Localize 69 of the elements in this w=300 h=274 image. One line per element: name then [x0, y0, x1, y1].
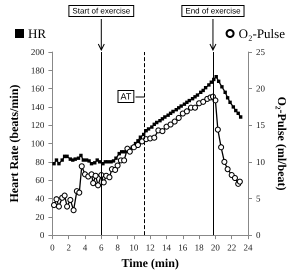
- point: [92, 172, 99, 179]
- y2-tick-label: 0: [256, 230, 261, 240]
- ref-line-label: Start of exercise: [72, 6, 131, 16]
- x-tick-label: 18: [194, 242, 204, 253]
- point: [221, 158, 228, 165]
- y2-axis-title: O₂-Pulse (ml/beat): [274, 96, 289, 191]
- point: [176, 114, 182, 121]
- x-tick-label: 2: [66, 242, 71, 253]
- x-tick-label: 24: [244, 242, 253, 253]
- y-tick-label: 140: [30, 102, 45, 112]
- ref-line-label: AT: [120, 92, 132, 102]
- y-tick-label: 100: [30, 138, 45, 149]
- point: [90, 180, 96, 186]
- y-tick-label: 60: [35, 175, 45, 186]
- y-tick-label: 20: [35, 212, 45, 222]
- point: [172, 118, 178, 125]
- point: [214, 126, 221, 133]
- x-tick-label: 8: [115, 242, 120, 253]
- y2-tick-label: 15: [256, 120, 266, 130]
- point: [76, 190, 82, 196]
- point: [114, 162, 121, 169]
- point: [159, 128, 166, 134]
- legend-label: HR: [28, 26, 46, 41]
- x-tick-label: 12: [146, 242, 155, 253]
- x-tick-label: 16: [178, 242, 188, 253]
- point: [126, 148, 133, 155]
- y-tick-label: 80: [35, 156, 45, 167]
- x-tick-label: 6: [99, 242, 104, 253]
- y2-tick-label: 20: [256, 84, 266, 94]
- point: [51, 202, 58, 208]
- y-tick-label: 160: [30, 84, 45, 94]
- y-tick-label: 180: [30, 65, 45, 76]
- y2-tick-label: 25: [256, 47, 266, 57]
- point: [192, 104, 198, 111]
- y-tick-label: 120: [30, 120, 45, 130]
- point: [218, 144, 224, 150]
- x-axis-title: Time (min): [121, 256, 179, 270]
- point: [53, 196, 60, 202]
- x-tick-label: 14: [162, 242, 172, 253]
- point: [224, 166, 231, 172]
- y-tick-label: 0: [40, 230, 45, 240]
- y-tick-label: 40: [35, 193, 45, 204]
- y2-tick-label: 5: [256, 193, 261, 204]
- ref-line-label: End of exercise: [185, 6, 242, 16]
- y-tick-label: 200: [30, 47, 45, 57]
- point: [184, 108, 190, 114]
- point: [106, 174, 112, 180]
- point: [134, 142, 141, 148]
- point: [67, 196, 74, 203]
- x-tick-label: 20: [210, 242, 220, 253]
- point: [95, 182, 102, 188]
- point: [151, 134, 158, 141]
- point: [64, 204, 70, 210]
- point: [78, 163, 85, 170]
- x-tick-label: 0: [50, 242, 56, 253]
- point: [62, 192, 68, 199]
- x-tick-label: 22: [227, 242, 236, 253]
- y-axis-title: Heart Rate (beats/min): [7, 84, 21, 203]
- point: [232, 174, 238, 181]
- x-tick-label: 4: [82, 242, 88, 253]
- point: [200, 98, 206, 105]
- point: [121, 157, 128, 164]
- point: [168, 122, 174, 128]
- legend-label: O₂-Pulse: [238, 26, 286, 41]
- point: [112, 166, 118, 173]
- point: [56, 204, 62, 210]
- point: [70, 207, 77, 214]
- y2-tick-label: 10: [256, 156, 266, 167]
- x-tick-label: 10: [129, 242, 139, 253]
